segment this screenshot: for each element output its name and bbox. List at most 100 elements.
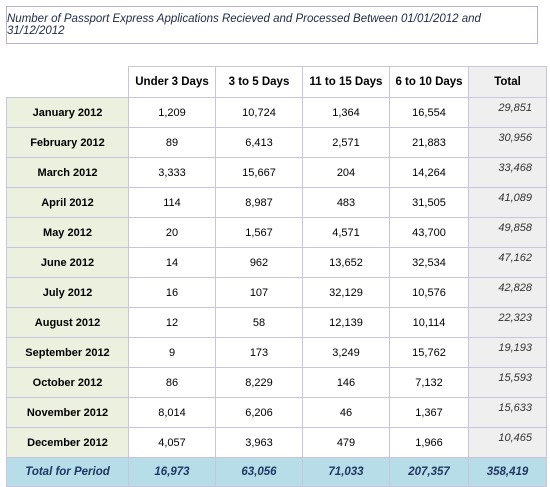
footer-cell: 63,056 [215, 457, 303, 487]
footer-label: Total for Period [6, 457, 129, 487]
table-cell: 107 [215, 277, 303, 308]
footer-cell: 207,357 [389, 457, 469, 487]
table-row: August 2012 12 58 12,139 10,114 22,323 [6, 307, 547, 338]
row-month-label: January 2012 [6, 97, 129, 128]
table-cell: 2,571 [302, 127, 390, 158]
row-month-label: September 2012 [6, 337, 129, 368]
report-title: Number of Passport Express Applications … [6, 6, 538, 44]
table-cell: 6,413 [215, 127, 303, 158]
table-row: October 2012 86 8,229 146 7,132 15,593 [6, 367, 547, 398]
table-cell: 204 [302, 157, 390, 188]
column-header: 11 to 15 Days [302, 66, 390, 98]
table-cell: 14,264 [389, 157, 469, 188]
footer-cell: 16,973 [128, 457, 216, 487]
table-cell: 4,571 [302, 217, 390, 248]
table-cell: 46 [302, 397, 390, 428]
table-cell: 32,129 [302, 277, 390, 308]
header-corner [6, 66, 129, 98]
table-cell: 1,966 [389, 427, 469, 458]
table-cell: 1,364 [302, 97, 390, 128]
table-row: November 2012 8,014 6,206 46 1,367 15,633 [6, 397, 547, 428]
table-cell: 483 [302, 187, 390, 218]
row-month-label: June 2012 [6, 247, 129, 278]
row-total-cell: 15,633 [468, 397, 547, 428]
table-cell: 3,249 [302, 337, 390, 368]
table-cell: 10,724 [215, 97, 303, 128]
table-cell: 12 [128, 307, 216, 338]
table-cell: 1,367 [389, 397, 469, 428]
table-cell: 3,963 [215, 427, 303, 458]
table-cell: 1,567 [215, 217, 303, 248]
row-month-label: October 2012 [6, 367, 129, 398]
row-month-label: May 2012 [6, 217, 129, 248]
table-row: April 2012 114 8,987 483 31,505 41,089 [6, 187, 547, 218]
row-total-cell: 19,193 [468, 337, 547, 368]
table-row: May 2012 20 1,567 4,571 43,700 49,858 [6, 217, 547, 248]
row-month-label: April 2012 [6, 187, 129, 218]
table-cell: 962 [215, 247, 303, 278]
table-row: February 2012 89 6,413 2,571 21,883 30,956 [6, 127, 547, 158]
table-cell: 479 [302, 427, 390, 458]
table-cell: 173 [215, 337, 303, 368]
table-cell: 8,987 [215, 187, 303, 218]
table-cell: 3,333 [128, 157, 216, 188]
row-total-cell: 22,323 [468, 307, 547, 338]
table-cell: 8,014 [128, 397, 216, 428]
table-cell: 13,652 [302, 247, 390, 278]
row-month-label: November 2012 [6, 397, 129, 428]
table-cell: 146 [302, 367, 390, 398]
table-row: January 2012 1,209 10,724 1,364 16,554 29,851 [6, 97, 547, 128]
header-row: Under 3 Days 3 to 5 Days 11 to 15 Days 6… [6, 66, 547, 98]
table-cell: 89 [128, 127, 216, 158]
table-cell: 6,206 [215, 397, 303, 428]
table-cell: 114 [128, 187, 216, 218]
table-cell: 4,057 [128, 427, 216, 458]
row-total-cell: 49,858 [468, 217, 547, 248]
column-header: Under 3 Days [128, 66, 216, 98]
row-month-label: August 2012 [6, 307, 129, 338]
row-total-cell: 42,828 [468, 277, 547, 308]
table-cell: 20 [128, 217, 216, 248]
table-cell: 31,505 [389, 187, 469, 218]
column-header-total: Total [468, 66, 547, 98]
row-month-label: July 2012 [6, 277, 129, 308]
table-row: September 2012 9 173 3,249 15,762 19,193 [6, 337, 547, 368]
row-month-label: December 2012 [6, 427, 129, 458]
table-cell: 1,209 [128, 97, 216, 128]
table-cell: 43,700 [389, 217, 469, 248]
table-cell: 58 [215, 307, 303, 338]
column-header: 3 to 5 Days [215, 66, 303, 98]
table-row: December 2012 4,057 3,963 479 1,966 10,465 [6, 427, 547, 458]
row-month-label: February 2012 [6, 127, 129, 158]
applications-table: Under 3 Days 3 to 5 Days 11 to 15 Days 6… [6, 66, 547, 487]
table-cell: 86 [128, 367, 216, 398]
table-cell: 21,883 [389, 127, 469, 158]
column-header: 6 to 10 Days [389, 66, 469, 98]
table-row: March 2012 3,333 15,667 204 14,264 33,468 [6, 157, 547, 188]
table-cell: 12,139 [302, 307, 390, 338]
table-cell: 10,114 [389, 307, 469, 338]
table-cell: 14 [128, 247, 216, 278]
row-month-label: March 2012 [6, 157, 129, 188]
table-row: June 2012 14 962 13,652 32,534 47,162 [6, 247, 547, 278]
table-cell: 7,132 [389, 367, 469, 398]
table-cell: 15,667 [215, 157, 303, 188]
table-cell: 16 [128, 277, 216, 308]
row-total-cell: 33,468 [468, 157, 547, 188]
row-total-cell: 47,162 [468, 247, 547, 278]
table-cell: 16,554 [389, 97, 469, 128]
row-total-cell: 10,465 [468, 427, 547, 458]
row-total-cell: 15,593 [468, 367, 547, 398]
row-total-cell: 30,956 [468, 127, 547, 158]
footer-row: Total for Period 16,973 63,056 71,033 20… [6, 457, 547, 487]
table-cell: 15,762 [389, 337, 469, 368]
row-total-cell: 29,851 [468, 97, 547, 128]
table-cell: 32,534 [389, 247, 469, 278]
footer-total: 358,419 [468, 457, 547, 487]
footer-cell: 71,033 [302, 457, 390, 487]
table-row: July 2012 16 107 32,129 10,576 42,828 [6, 277, 547, 308]
table-cell: 8,229 [215, 367, 303, 398]
table-cell: 10,576 [389, 277, 469, 308]
table-cell: 9 [128, 337, 216, 368]
row-total-cell: 41,089 [468, 187, 547, 218]
